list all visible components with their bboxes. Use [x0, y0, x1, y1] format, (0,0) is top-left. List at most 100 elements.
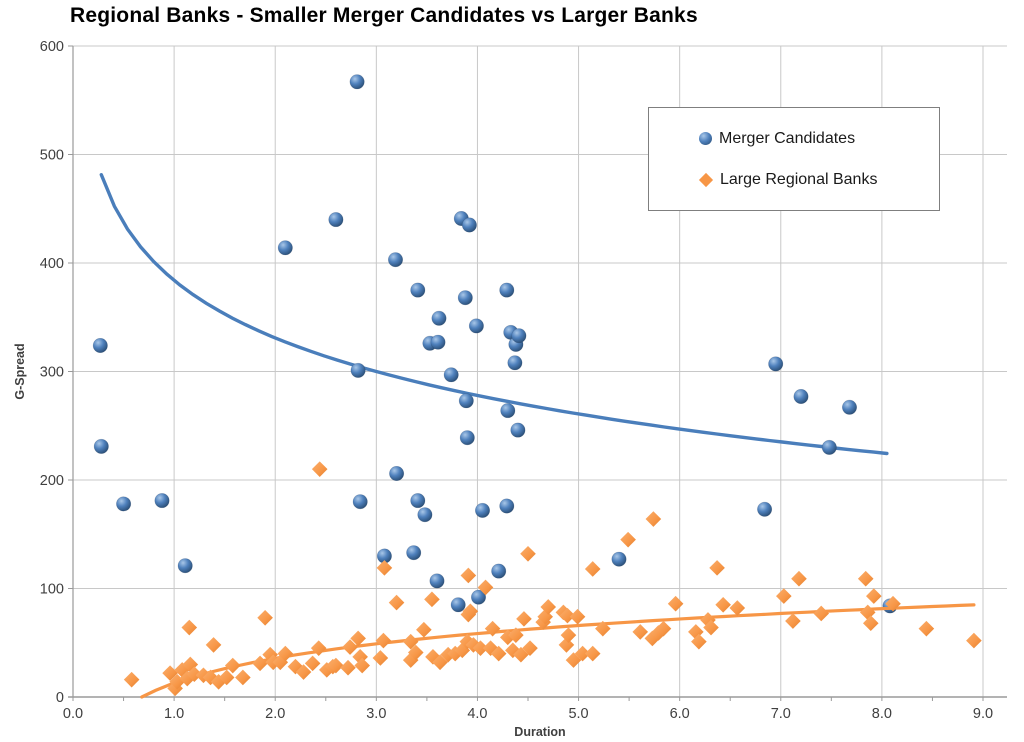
data-point-large-regional-bank [310, 640, 327, 656]
data-point-large-regional-bank [776, 588, 792, 604]
data-point-large-regional-bank [859, 604, 876, 621]
data-point-merger-candidate [443, 367, 459, 383]
data-point-large-regional-bank [340, 659, 356, 676]
x-tick-label: 2.0 [265, 706, 285, 722]
data-point-large-regional-bank [632, 624, 649, 640]
data-point-large-regional-bank [295, 664, 312, 680]
data-point-large-regional-bank [785, 613, 801, 629]
data-point-merger-candidate [461, 217, 477, 233]
trendline-merger-candidates [99, 173, 889, 456]
data-point-large-regional-bank [540, 599, 557, 615]
data-point-large-regional-bank [272, 654, 289, 671]
x-tick-label: 0.0 [63, 706, 83, 722]
data-point-merger-candidate [841, 399, 857, 415]
data-point-merger-candidate [468, 318, 484, 334]
data-point-merger-candidate [500, 403, 516, 419]
data-point-merger-candidate [470, 589, 486, 605]
data-point-large-regional-bank [715, 596, 731, 613]
data-point-large-regional-bank [490, 645, 507, 662]
data-point-large-regional-bank [472, 640, 489, 656]
data-point-large-regional-bank [729, 600, 746, 616]
data-point-merger-candidate [93, 438, 109, 454]
data-point-large-regional-bank [350, 630, 366, 647]
y-tick-label: 600 [40, 39, 64, 55]
data-point-merger-candidate [177, 558, 193, 574]
data-point-merger-candidate [499, 498, 515, 514]
data-point-merger-candidate [431, 310, 447, 326]
data-point-large-regional-bank [416, 621, 432, 638]
data-point-large-regional-bank [508, 627, 524, 643]
data-point-large-regional-bank [342, 639, 358, 655]
data-point-large-regional-bank [857, 570, 874, 587]
y-tick-label: 200 [40, 473, 64, 489]
data-point-large-regional-bank [252, 655, 268, 672]
data-point-large-regional-bank [862, 615, 879, 632]
legend-label: Large Regional Banks [720, 170, 878, 188]
x-tick-label: 7.0 [771, 706, 791, 722]
data-point-large-regional-bank [574, 645, 591, 662]
data-point-large-regional-bank [402, 652, 419, 668]
data-point-large-regional-bank [516, 611, 532, 627]
data-point-merger-candidate [429, 573, 445, 589]
data-point-large-regional-bank [560, 627, 577, 643]
blue-circle-marker-icon [699, 132, 712, 145]
data-point-merger-candidate [389, 465, 405, 481]
y-tick-label: 100 [40, 582, 64, 598]
legend-label: Merger Candidates [719, 129, 856, 147]
data-point-large-regional-bank [703, 619, 719, 636]
data-point-large-regional-bank [186, 666, 203, 683]
data-point-merger-candidate [474, 502, 490, 518]
data-point-merger-candidate [507, 355, 523, 371]
data-point-large-regional-bank [645, 511, 662, 527]
data-point-large-regional-bank [388, 594, 405, 611]
data-point-large-regional-bank [218, 669, 235, 686]
data-point-large-regional-bank [328, 657, 344, 674]
data-point-large-regional-bank [181, 619, 198, 636]
x-tick-label: 8.0 [872, 706, 892, 722]
data-point-merger-candidate [387, 252, 403, 268]
data-point-large-regional-bank [424, 591, 440, 608]
data-point-merger-candidate [491, 563, 507, 579]
data-point-large-regional-bank [650, 625, 667, 641]
data-point-large-regional-bank [791, 570, 807, 587]
data-point-large-regional-bank [595, 620, 611, 637]
data-point-merger-candidate [154, 493, 170, 509]
data-point-large-regional-bank [584, 645, 601, 662]
data-point-large-regional-bank [655, 620, 672, 637]
data-point-large-regional-bank [484, 620, 501, 637]
data-point-large-regional-bank [376, 560, 393, 576]
legend-entry-large-regional-banks: Large Regional Banks [698, 170, 939, 189]
y-tick-label: 0 [56, 690, 64, 706]
data-point-large-regional-bank [918, 620, 935, 637]
data-point-large-regional-bank [277, 645, 294, 662]
data-point-large-regional-bank [477, 579, 494, 596]
data-point-large-regional-bank [813, 605, 830, 622]
data-point-large-regional-bank [866, 588, 882, 604]
data-point-large-regional-bank [565, 652, 582, 668]
data-point-large-regional-bank [235, 669, 251, 686]
data-point-large-regional-bank [352, 649, 368, 665]
data-point-merger-candidate [430, 334, 446, 350]
x-tick-label: 4.0 [467, 706, 487, 722]
data-point-merger-candidate [821, 439, 837, 455]
data-point-large-regional-bank [123, 671, 140, 688]
legend-entry-merger-candidates: Merger Candidates [699, 130, 939, 148]
data-point-merger-candidate [611, 551, 627, 567]
data-point-merger-candidate [417, 507, 433, 523]
legend: Merger Candidates Large Regional Banks [648, 107, 940, 211]
data-point-merger-candidate [793, 388, 809, 404]
data-point-large-regional-bank [375, 632, 392, 649]
data-point-merger-candidate [349, 74, 365, 90]
data-point-large-regional-bank [460, 567, 477, 584]
x-axis-title: Duration [514, 725, 565, 739]
data-point-large-regional-bank [559, 607, 576, 624]
data-point-merger-candidate [352, 494, 368, 510]
orange-diamond-marker-icon [698, 172, 714, 187]
data-point-merger-candidate [757, 501, 773, 517]
chart-title: Regional Banks - Smaller Merger Candidat… [70, 4, 698, 27]
data-point-merger-candidate [116, 496, 132, 512]
x-tick-label: 5.0 [568, 706, 588, 722]
data-point-large-regional-bank [287, 658, 304, 675]
data-point-large-regional-bank [224, 657, 241, 674]
